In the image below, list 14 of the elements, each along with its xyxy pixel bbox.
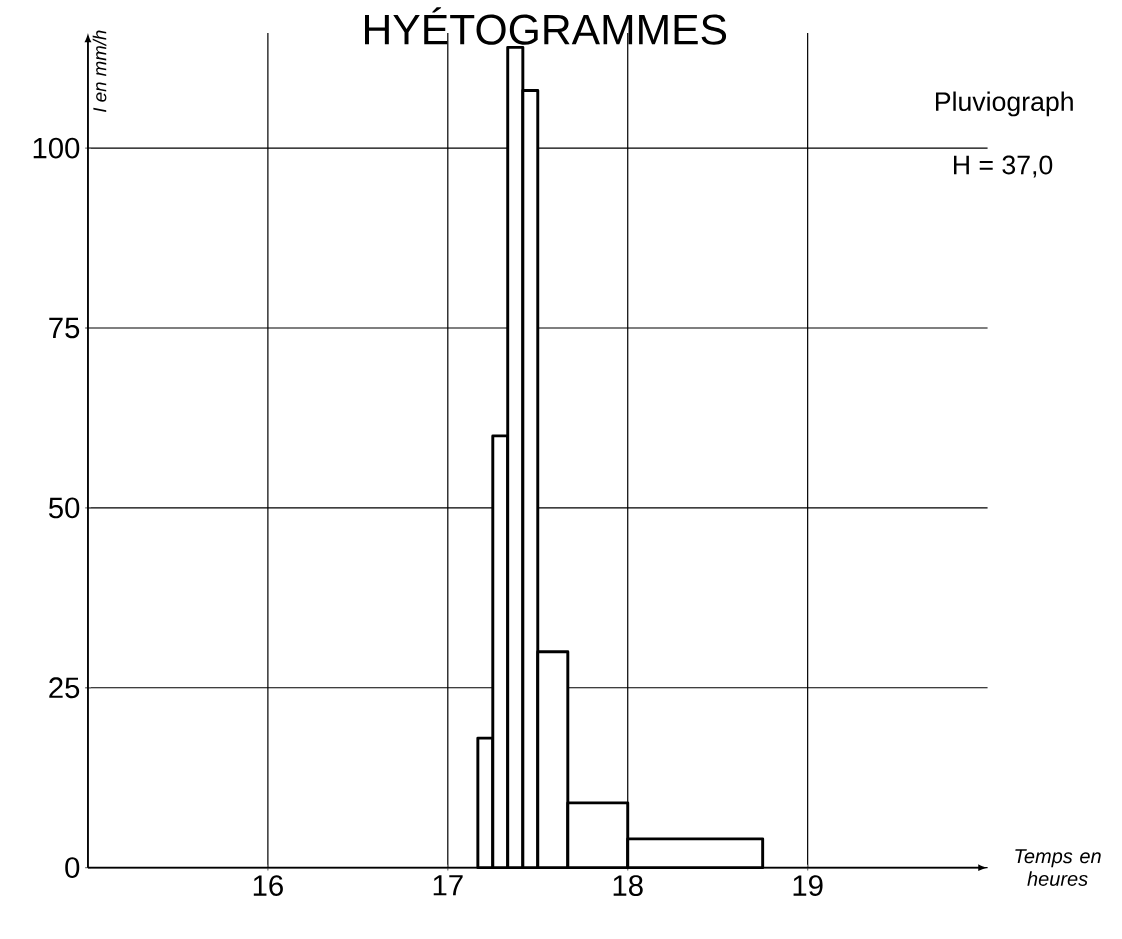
y-axis-title: I en mm/h [92,30,107,113]
y-tick-label: 25 [49,677,80,699]
chart-title: HYÉTOGRAMMES [365,7,727,45]
x-tick-label: 17 [433,875,463,896]
x-axis-title: Temps en heures [1015,849,1101,887]
annotation: H = 37,0 [954,155,1053,178]
annotation: Pluviograph [936,91,1073,117]
x-tick-label: 18 [613,875,643,897]
y-tick-label: 0 [65,857,80,879]
x-tick-label: 19 [793,875,823,897]
y-tick-label: 50 [48,497,80,519]
x-tick-label: 16 [253,875,283,897]
y-tick-label: 100 [33,137,80,159]
y-tick-label: 75 [49,317,80,339]
